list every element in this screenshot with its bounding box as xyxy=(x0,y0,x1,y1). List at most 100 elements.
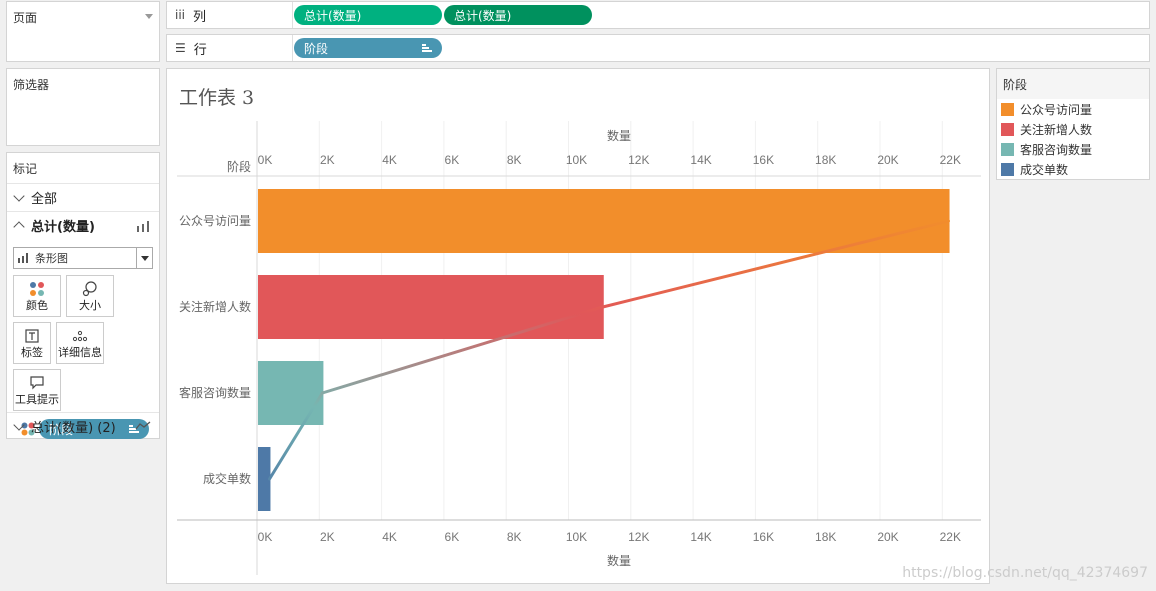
rows-pill-label: 阶段 xyxy=(304,41,329,56)
bar-chart-icon xyxy=(18,253,30,263)
columns-shelf[interactable]: iii 列 总计(数量) 总计(数量) xyxy=(166,1,1150,29)
columns-shelf-label-area: iii 列 xyxy=(167,2,293,28)
columns-pill-2[interactable]: 总计(数量) xyxy=(444,5,592,25)
legend-item[interactable]: 公众号访问量 xyxy=(997,99,1149,119)
rows-shelf[interactable]: ☰ 行 阶段 xyxy=(166,34,1150,62)
category-label: 关注新增人数 xyxy=(179,299,251,314)
label-button-label: 标签 xyxy=(21,346,43,359)
rows-icon: ☰ xyxy=(175,41,186,55)
marks-all-label: 全部 xyxy=(31,192,58,207)
category-label: 公众号访问量 xyxy=(179,214,251,228)
legend-item-label: 公众号访问量 xyxy=(1020,102,1093,117)
x-tick-label-bottom: 18K xyxy=(815,530,836,544)
pages-card[interactable]: 页面 xyxy=(6,1,160,62)
legend-swatch xyxy=(1001,122,1014,136)
x-tick-label-bottom: 0K xyxy=(258,530,273,544)
legend-item[interactable]: 成交单数 xyxy=(997,159,1149,179)
legend-swatch xyxy=(1001,142,1014,156)
category-label: 客服咨询数量 xyxy=(179,385,251,400)
columns-shelf-label: 列 xyxy=(193,9,207,25)
mark-type-select[interactable]: 条形图 xyxy=(13,247,153,269)
tooltip-button-label: 工具提示 xyxy=(15,393,59,406)
marks-all-row[interactable]: 全部 xyxy=(7,183,159,211)
x-axis-title-top: 数量 xyxy=(607,128,631,143)
x-tick-label-bottom: 16K xyxy=(753,530,774,544)
marks-card-title: 标记 xyxy=(13,162,38,176)
mark-type-dropdown-icon[interactable] xyxy=(136,248,152,268)
text-label-icon xyxy=(25,329,39,343)
category-label: 成交单数 xyxy=(203,471,251,486)
color-legend: 阶段 公众号访问量 关注新增人数 客服咨询数量成交单数 xyxy=(996,68,1150,180)
x-tick-label-top: 20K xyxy=(877,153,898,167)
x-tick-label-top: 6K xyxy=(445,153,460,167)
columns-pill-2-label: 总计(数量) xyxy=(454,8,512,23)
rows-shelf-label-area: ☰ 行 xyxy=(167,35,293,61)
legend-item-label: 客服咨询数量 xyxy=(1020,142,1093,157)
x-tick-label-bottom: 6K xyxy=(445,530,460,544)
tooltip-button[interactable]: 工具提示 xyxy=(13,369,61,411)
x-tick-label-top: 0K xyxy=(258,153,273,167)
color-field-pill-label: 阶段 xyxy=(49,422,74,437)
color-field-pill[interactable]: 阶段 xyxy=(39,419,149,439)
x-tick-label-bottom: 14K xyxy=(690,530,711,544)
filters-card[interactable]: 筛选器 xyxy=(6,68,160,146)
chevron-down-icon xyxy=(13,419,25,431)
watermark: https://blog.csdn.net/qq_42374697 xyxy=(902,565,1148,581)
legend-item[interactable]: 客服咨询数量 xyxy=(997,139,1149,159)
bar xyxy=(258,447,271,511)
legend-item[interactable]: 关注新增人数 xyxy=(997,119,1149,139)
chevron-up-icon xyxy=(13,221,25,233)
legend-swatch xyxy=(1001,102,1014,116)
legend-title: 阶段 xyxy=(997,69,1149,99)
x-tick-label-top: 22K xyxy=(940,153,961,167)
pages-card-title: 页面 xyxy=(13,11,38,25)
line-chart-icon xyxy=(135,421,151,430)
marks-section-1-row[interactable]: 总计(数量) xyxy=(7,211,159,239)
label-button[interactable]: 标签 xyxy=(13,322,51,364)
sort-icon xyxy=(422,44,432,52)
size-button[interactable]: 大小 xyxy=(66,275,114,317)
rows-shelf-label: 行 xyxy=(193,42,207,58)
worksheet-view: 工作表 3 0K 0K 2K 2K 4K 4K 6K 6K 8K 8K 10K 10K 12K 12K 14… xyxy=(166,68,990,584)
bar-chart: 0K 0K 2K 2K 4K 4K 6K 6K 8K 8K 10K 10K 12K 12K 14K 14K 16… xyxy=(177,121,981,575)
rows-pill[interactable]: 阶段 xyxy=(294,38,442,58)
marks-section-1-label: 总计(数量) xyxy=(31,220,95,235)
x-tick-label-top: 18K xyxy=(815,153,836,167)
detail-dots-icon xyxy=(72,330,88,342)
x-tick-label-bottom: 8K xyxy=(507,530,522,544)
color-dots-icon xyxy=(21,422,35,436)
sort-icon xyxy=(129,425,139,433)
bar-chart-icon xyxy=(137,221,151,232)
x-tick-label-top: 12K xyxy=(628,153,649,167)
pages-dropdown-icon[interactable] xyxy=(145,14,153,19)
x-tick-label-bottom: 12K xyxy=(628,530,649,544)
x-tick-label-top: 4K xyxy=(382,153,397,167)
bar xyxy=(258,361,324,425)
bar xyxy=(258,275,604,339)
detail-button[interactable]: 详细信息 xyxy=(56,322,104,364)
chevron-down-icon xyxy=(13,190,25,202)
x-tick-label-top: 8K xyxy=(507,153,522,167)
x-tick-label-bottom: 22K xyxy=(940,530,961,544)
columns-pill-1-label: 总计(数量) xyxy=(304,8,362,23)
legend-item-label: 关注新增人数 xyxy=(1020,122,1093,137)
x-tick-label-top: 14K xyxy=(690,153,711,167)
sheet-title: 工作表 3 xyxy=(179,87,255,109)
columns-pill-1[interactable]: 总计(数量) xyxy=(294,5,442,25)
columns-icon: iii xyxy=(175,8,186,22)
color-button[interactable]: 颜色 xyxy=(13,275,61,317)
color-dots-icon xyxy=(30,282,44,296)
x-tick-label-bottom: 20K xyxy=(877,530,898,544)
tooltip-icon xyxy=(30,376,44,390)
x-tick-label-bottom: 10K xyxy=(566,530,587,544)
filters-card-title: 筛选器 xyxy=(13,78,50,92)
x-tick-label-top: 16K xyxy=(753,153,774,167)
bar xyxy=(258,189,950,253)
mark-type-value: 条形图 xyxy=(35,252,68,265)
x-axis-title-bottom: 数量 xyxy=(607,553,631,568)
marks-card: 标记 全部 总计(数量) 条形图 颜色 大小 xyxy=(6,152,160,439)
marks-section-2-row[interactable]: 总计(数量) (2) xyxy=(7,412,159,440)
color-button-label: 颜色 xyxy=(26,299,48,312)
marks-section-2-label: 总计(数量) (2) xyxy=(31,421,116,436)
x-tick-label-bottom: 4K xyxy=(382,530,397,544)
